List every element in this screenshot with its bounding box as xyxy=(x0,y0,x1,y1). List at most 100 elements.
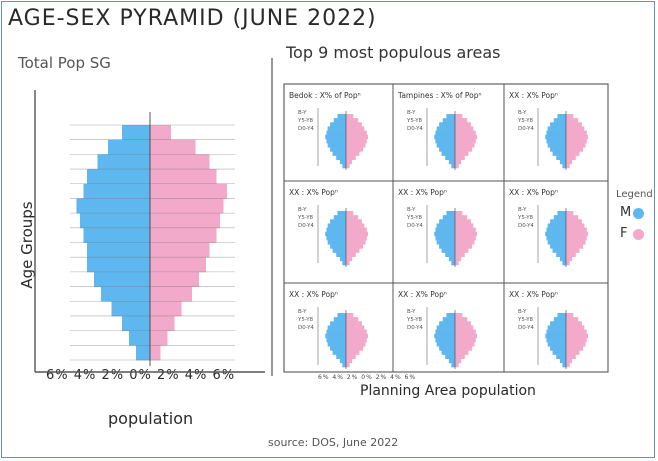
panel-bar-f xyxy=(455,231,477,237)
legend-swatch-m xyxy=(633,208,644,219)
panel-row-label: B-Y xyxy=(298,207,307,213)
panel-bar-m xyxy=(562,362,566,368)
panel-bar-f xyxy=(566,240,586,245)
panel-bar-f xyxy=(566,350,580,355)
left-chart-subtitle: Total Pop SG xyxy=(18,54,111,72)
panel-bar-m xyxy=(557,211,566,216)
panel-bar-m xyxy=(546,227,566,233)
panel-bar-f xyxy=(566,325,585,330)
panel-bar-f xyxy=(566,227,587,233)
panel-bar-m xyxy=(439,321,455,326)
panel-bar-f xyxy=(566,215,579,220)
panel-bar-m xyxy=(436,325,455,330)
panel-bar-f xyxy=(455,240,475,245)
panel-bar-f xyxy=(455,317,468,322)
panel-bar-f xyxy=(346,114,354,119)
panel-title: XX : X% Popⁿ xyxy=(509,188,558,197)
panel-bar-f xyxy=(346,321,362,326)
panel-bar-f xyxy=(566,329,587,335)
left-pyramid-bar-m xyxy=(76,198,150,214)
panel-bar-m xyxy=(339,256,346,262)
panel-bar-f xyxy=(566,134,588,140)
left-pyramid-bar-m xyxy=(111,301,150,317)
panel-bar-f xyxy=(566,231,588,237)
panel-bar-m xyxy=(333,215,346,220)
panel-bar-f xyxy=(346,134,368,140)
legend-swatch-f xyxy=(633,229,644,240)
panel-bar-f xyxy=(346,163,350,169)
panel-title: XX : X% Popⁿ xyxy=(509,290,558,299)
panel-bar-m xyxy=(336,252,346,257)
panel-bar-m xyxy=(550,346,566,351)
panel-bar-f xyxy=(346,122,362,127)
panel-bar-m xyxy=(547,342,566,347)
left-pyramid-bar-f xyxy=(150,242,210,258)
panel-bar-f xyxy=(455,155,465,160)
panel-bar-f xyxy=(346,231,368,237)
left-pyramid-bar-m xyxy=(122,315,150,332)
panel-row-label: Y5-Y8 xyxy=(517,215,534,221)
panel-bar-m xyxy=(436,143,455,148)
right-x-axis-label: Planning Area population xyxy=(360,383,536,399)
panel-bar-f xyxy=(566,130,587,136)
panel-bar-f xyxy=(566,114,574,119)
left-pyramid-bar-f xyxy=(150,154,210,170)
panel-bar-m xyxy=(546,329,566,335)
panel-bar-m xyxy=(451,163,455,169)
panel-bar-f xyxy=(566,155,576,160)
panel-bar-f xyxy=(566,151,580,156)
panel-row-label: Y5-Y8 xyxy=(297,215,314,221)
panel-title: XX : X% Popⁿ xyxy=(289,290,338,299)
panel-bar-f xyxy=(346,130,367,136)
panel-bar-m xyxy=(439,219,455,224)
panel-bar-f xyxy=(455,163,459,169)
panel-bar-f xyxy=(455,215,468,220)
left-pyramid-bar-f xyxy=(150,271,199,287)
panel-row-label: B-Y xyxy=(407,110,416,116)
panel-bar-m xyxy=(556,252,566,257)
panel-bar-f xyxy=(566,260,570,266)
left-pyramid-bar-f xyxy=(150,227,217,243)
panel-bar-m xyxy=(556,155,566,160)
left-pyramid-bar-m xyxy=(83,183,150,199)
panel-bar-m xyxy=(435,130,455,136)
panel-bar-f xyxy=(566,211,574,216)
panel-bar-f xyxy=(455,252,465,257)
panel-bar-m xyxy=(325,231,346,237)
panel-bar-f xyxy=(455,346,473,351)
panel-bar-m xyxy=(442,118,455,123)
panel-bar-f xyxy=(455,114,463,119)
source-note: source: DOS, June 2022 xyxy=(268,436,399,449)
panel-bar-m xyxy=(434,231,455,237)
panel-title: Bedok : X% of Popⁿ xyxy=(289,91,361,100)
panel-bar-f xyxy=(566,252,576,257)
panel-row-label: B-Y xyxy=(518,207,527,213)
panel-bar-f xyxy=(455,244,473,249)
panel-bar-m xyxy=(559,256,566,262)
panel-bar-f xyxy=(455,118,468,123)
panel-bar-m xyxy=(550,147,566,152)
panel-bar-m xyxy=(330,346,346,351)
left-pyramid-bar-f xyxy=(150,315,175,332)
panel-bar-f xyxy=(566,118,579,123)
panel-bar-m xyxy=(441,151,455,156)
panel-bar-f xyxy=(346,337,367,343)
panel-bar-f xyxy=(346,223,365,228)
panel-bar-f xyxy=(566,219,582,224)
panel-bar-m xyxy=(342,362,346,368)
panel-bar-m xyxy=(439,147,455,152)
right-x-tick-labels: 6% 4% 2% 0% 2% 4% 6% xyxy=(318,374,416,381)
panel-row-label: D0-Y4 xyxy=(298,126,314,132)
panel-row-label: D0-Y4 xyxy=(518,126,534,132)
panel-bar-m xyxy=(545,333,566,339)
panel-bar-f xyxy=(566,313,574,318)
panel-bar-f xyxy=(455,260,459,266)
panel-bar-m xyxy=(546,130,566,136)
panel-bar-m xyxy=(434,333,455,339)
left-pyramid-bar-f xyxy=(150,198,224,214)
grid-frame xyxy=(283,83,609,373)
left-pyramid-bar-f xyxy=(150,169,217,185)
panel-bar-f xyxy=(566,138,587,144)
panel-bar-m xyxy=(330,244,346,249)
